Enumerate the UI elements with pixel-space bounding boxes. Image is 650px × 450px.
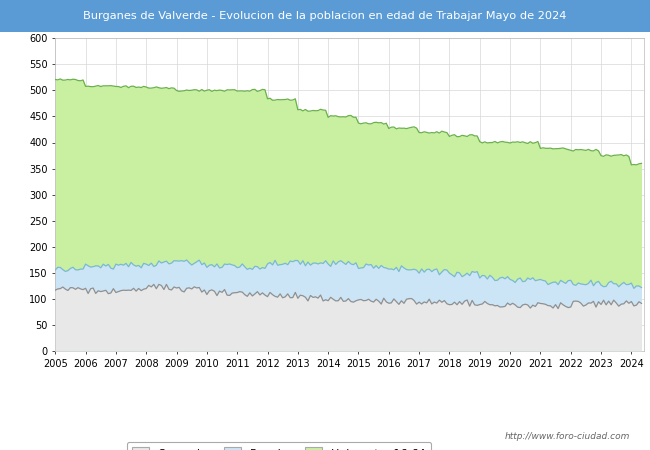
Legend: Ocupados, Parados, Hab. entre 16-64: Ocupados, Parados, Hab. entre 16-64 — [127, 442, 431, 450]
Text: Burganes de Valverde - Evolucion de la poblacion en edad de Trabajar Mayo de 202: Burganes de Valverde - Evolucion de la p… — [83, 11, 567, 21]
Text: http://www.foro-ciudad.com: http://www.foro-ciudad.com — [505, 432, 630, 441]
